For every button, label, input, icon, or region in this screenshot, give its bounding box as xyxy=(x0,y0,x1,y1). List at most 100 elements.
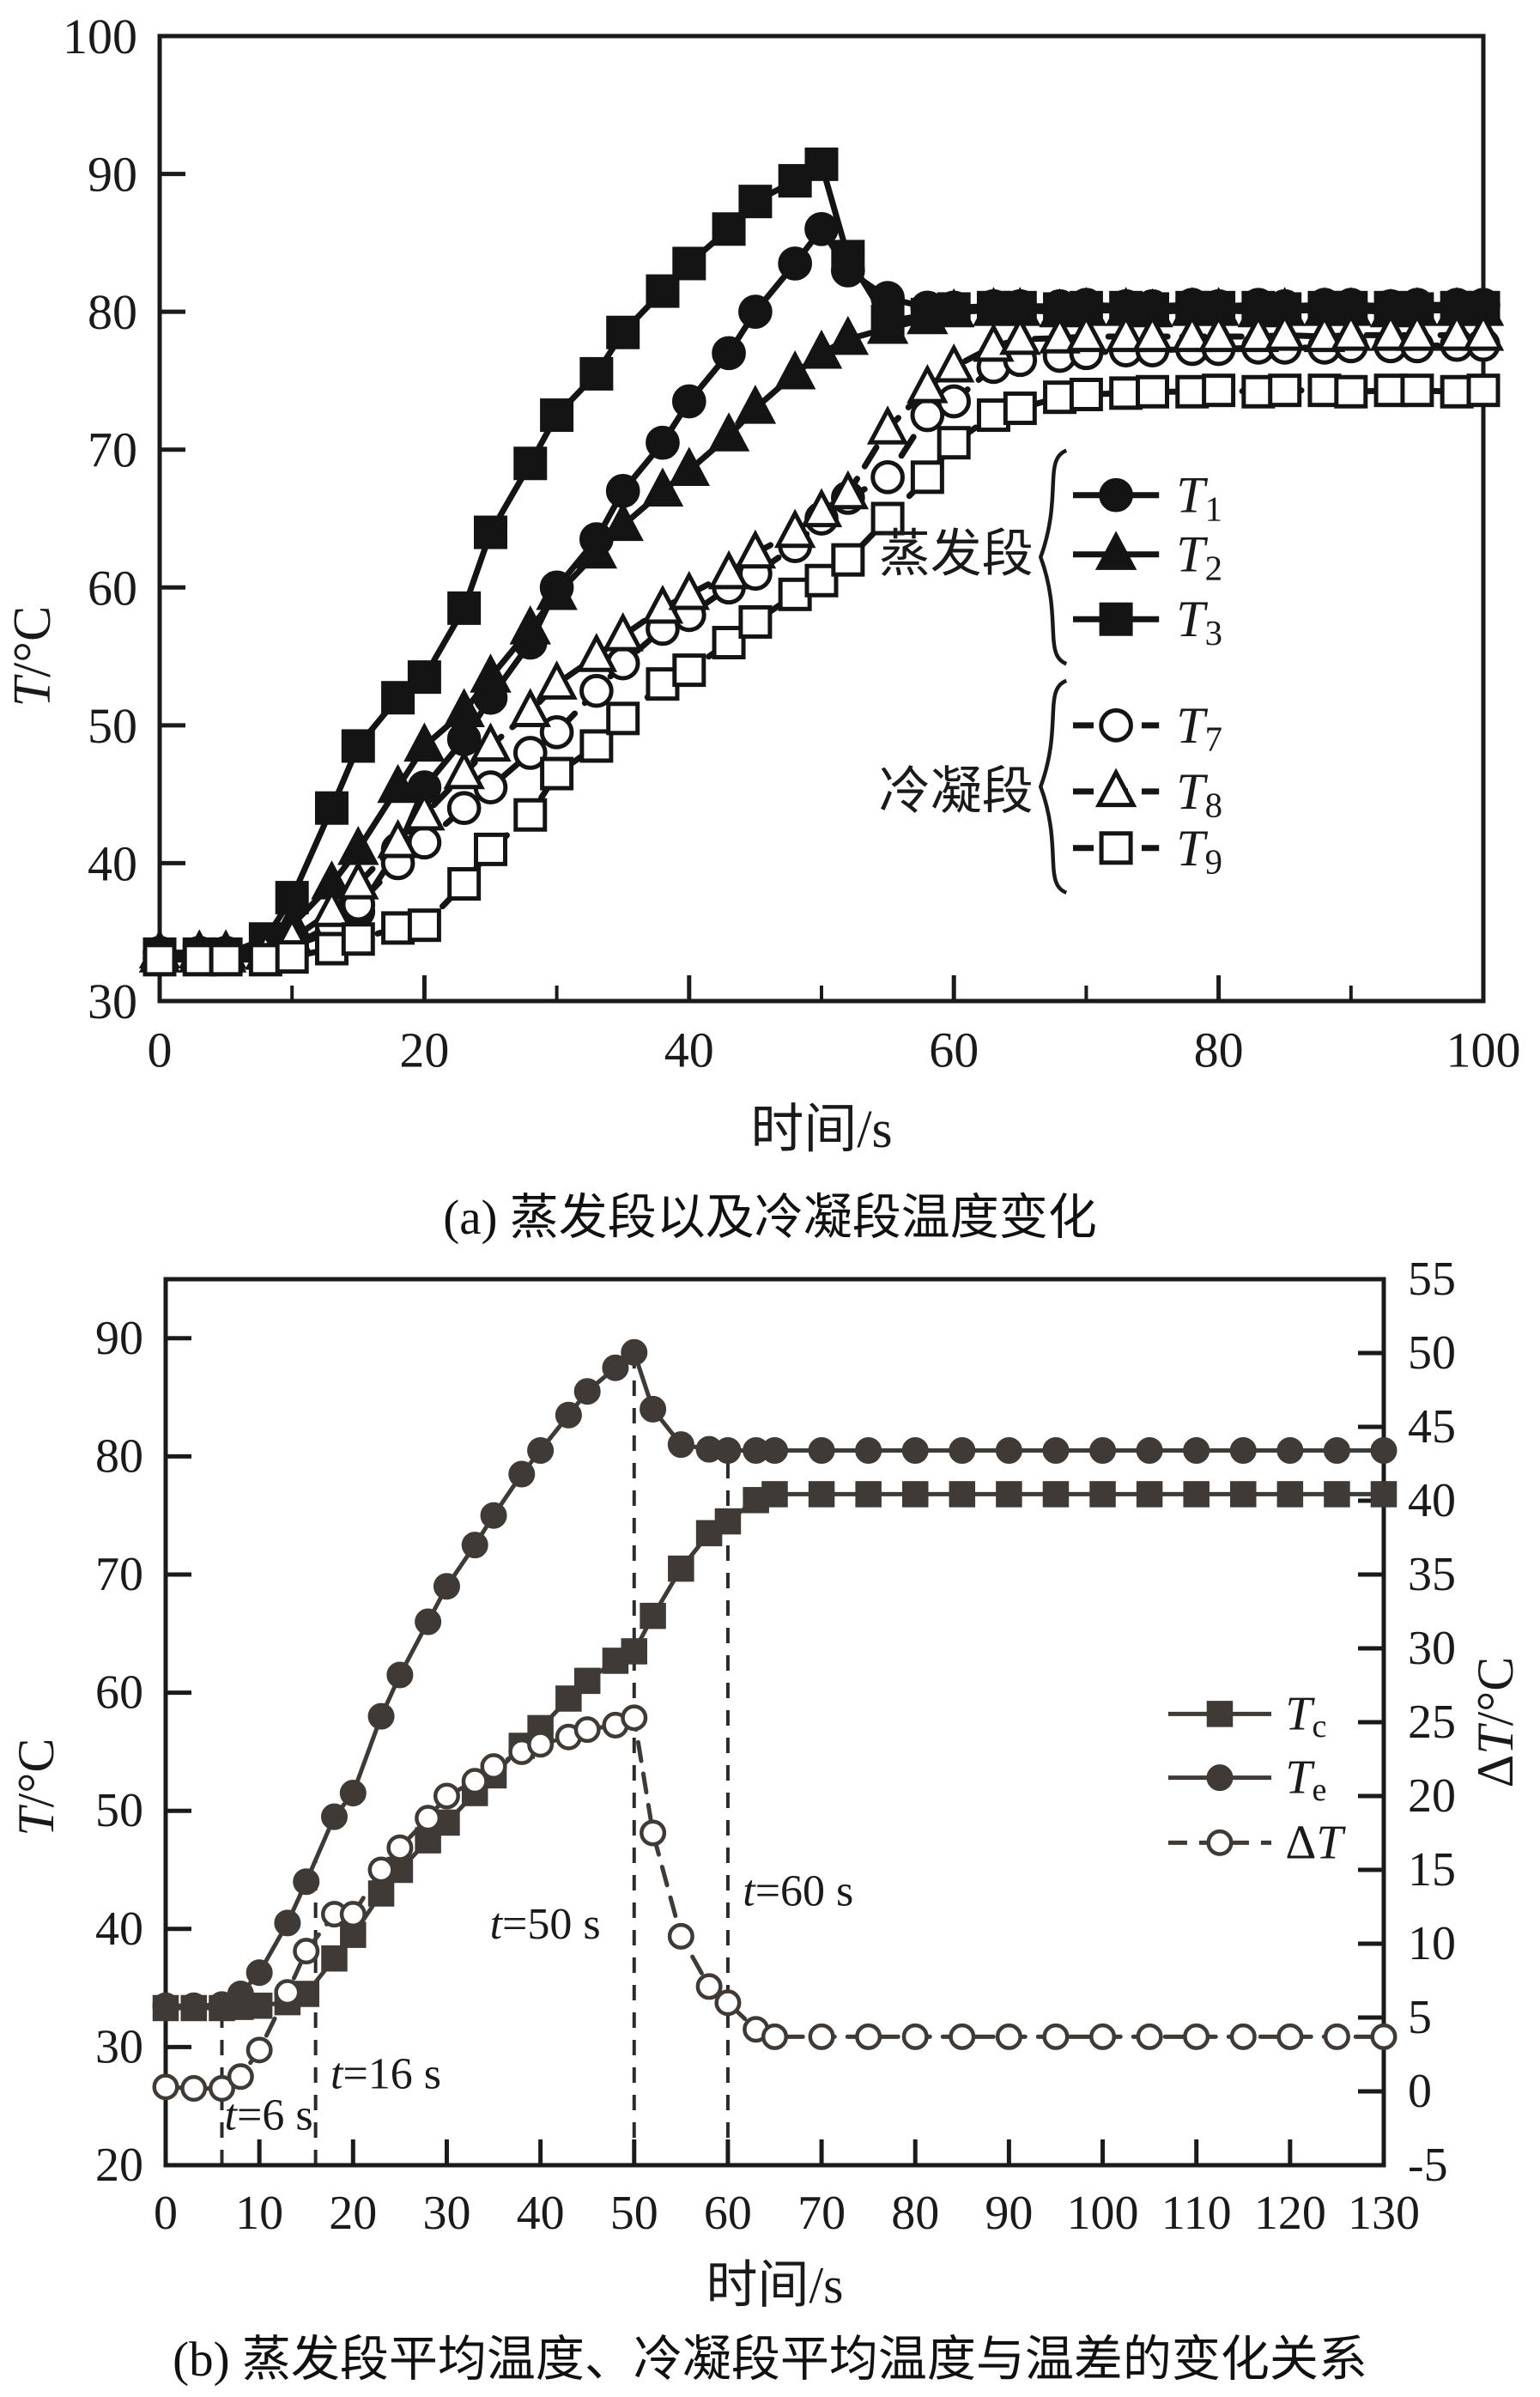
triangle-marker xyxy=(602,501,644,542)
square-marker xyxy=(1206,1701,1234,1727)
square-marker xyxy=(949,1481,976,1508)
triangle-marker xyxy=(377,763,419,804)
triangle-marker xyxy=(575,529,618,569)
circle-marker xyxy=(293,1938,320,1965)
circle-marker xyxy=(274,1909,301,1937)
circle-marker xyxy=(714,1437,742,1465)
circle-marker xyxy=(1099,708,1133,743)
x-tick-label: 80 xyxy=(1194,1023,1244,1078)
circle-marker xyxy=(761,2023,789,2050)
square-marker xyxy=(474,832,507,866)
square-marker xyxy=(407,660,441,695)
y2-axis-title: ΔT/°C xyxy=(1467,1657,1524,1788)
triangle-marker xyxy=(337,860,379,900)
x-tick-label: 10 xyxy=(235,2187,283,2240)
square-marker xyxy=(275,881,309,915)
circle-marker xyxy=(1206,1764,1234,1792)
legend: Tc Te ΔT xyxy=(1167,1687,1346,1869)
legend-label-T3: T3 xyxy=(1176,591,1222,652)
x-tick-label: 70 xyxy=(797,2187,846,2240)
triangle-marker xyxy=(827,315,870,355)
triangle-marker xyxy=(311,888,353,927)
x-tick-label: 100 xyxy=(1067,2187,1139,2240)
circle-marker xyxy=(246,1959,273,1987)
circle-marker xyxy=(415,1805,442,1832)
x-tick-label: 60 xyxy=(929,1023,979,1078)
x-axis: 0 20 40 60 80 100 时间/s xyxy=(148,975,1521,1159)
y-tick-label: 20 xyxy=(95,2139,143,2192)
circle-marker xyxy=(761,1437,789,1465)
circle-marker xyxy=(640,1395,667,1423)
y-tick-label: 40 xyxy=(88,835,137,891)
circle-marker xyxy=(227,1980,254,2007)
y2-tick-label: 20 xyxy=(1408,1769,1456,1823)
circle-marker xyxy=(227,2063,254,2091)
y2-tick-label: 55 xyxy=(1408,1253,1456,1306)
square-marker xyxy=(1183,1481,1210,1508)
x-tick-label: 40 xyxy=(517,2187,565,2240)
circle-marker xyxy=(1136,1437,1163,1465)
series-Te xyxy=(152,1338,1398,2019)
circle-marker xyxy=(527,1731,555,1758)
square-marker xyxy=(672,246,706,281)
triangle-marker xyxy=(1131,313,1173,353)
y-tick-label: 100 xyxy=(63,9,137,64)
square-marker xyxy=(447,591,482,625)
square-marker xyxy=(573,1667,601,1695)
panel-b-average-temperature-chart: t=6 st=16 st=50 st=60 s0 10 20 30 40 50 60 70 80… xyxy=(8,1253,1524,2314)
square-marker xyxy=(1307,373,1342,408)
square-marker xyxy=(1268,373,1302,408)
x-tick-label: 20 xyxy=(329,2187,377,2240)
square-marker xyxy=(804,147,839,181)
y2-axis: -5 0 5 10 15 20 25 30 35 40 45 50 55 ΔT/°C xyxy=(1358,1253,1524,2192)
circle-marker xyxy=(246,2036,273,2064)
triangle-marker xyxy=(403,791,446,831)
circle-marker xyxy=(778,246,812,281)
triangle-marker xyxy=(773,508,816,549)
circle-marker xyxy=(1089,2023,1117,2050)
circle-marker xyxy=(1089,1437,1117,1465)
triangle-marker xyxy=(1171,313,1213,353)
y-tick-label: 50 xyxy=(88,697,137,753)
circle-marker xyxy=(640,1819,667,1847)
y-axis: 20 30 40 50 60 70 80 90 T/°C xyxy=(8,1312,191,2192)
square-marker xyxy=(341,922,375,956)
circle-marker xyxy=(339,1901,367,1928)
y-tick-label: 80 xyxy=(95,1429,143,1483)
square-marker xyxy=(738,185,773,219)
annotation-label: t=16 s xyxy=(330,2050,441,2099)
circle-marker xyxy=(208,2075,236,2103)
x-axis-title: 时间/s xyxy=(750,1101,892,1159)
legend-label-Te: Te xyxy=(1285,1751,1326,1809)
square-marker xyxy=(321,1945,348,1972)
circle-marker xyxy=(527,1437,555,1465)
triangle-marker xyxy=(906,364,949,404)
circle-marker xyxy=(367,1856,395,1884)
circle-marker xyxy=(1042,2023,1070,2050)
circle-marker xyxy=(870,459,905,495)
square-marker xyxy=(778,577,812,611)
square-marker xyxy=(1043,380,1077,415)
y2-tick-label: 25 xyxy=(1408,1696,1456,1749)
circle-marker xyxy=(1042,1437,1070,1465)
circle-marker xyxy=(855,1437,882,1465)
square-marker xyxy=(1099,831,1133,865)
square-marker xyxy=(314,791,349,825)
triangle-marker xyxy=(1396,312,1439,351)
circle-marker xyxy=(386,1834,414,1861)
square-marker xyxy=(761,1481,788,1508)
square-marker xyxy=(668,1555,694,1582)
x-tick-label: 120 xyxy=(1254,2187,1326,2240)
square-marker xyxy=(579,356,614,391)
square-marker xyxy=(831,543,865,577)
circle-marker xyxy=(367,1702,395,1730)
x-tick-label: 50 xyxy=(610,2187,658,2240)
square-marker xyxy=(646,274,680,308)
triangle-marker xyxy=(1197,313,1240,353)
triangle-marker xyxy=(602,612,644,652)
circle-marker xyxy=(646,425,680,460)
square-marker xyxy=(712,212,746,246)
x-tick-label: 40 xyxy=(664,1023,714,1078)
y-tick-label: 40 xyxy=(95,1902,143,1956)
